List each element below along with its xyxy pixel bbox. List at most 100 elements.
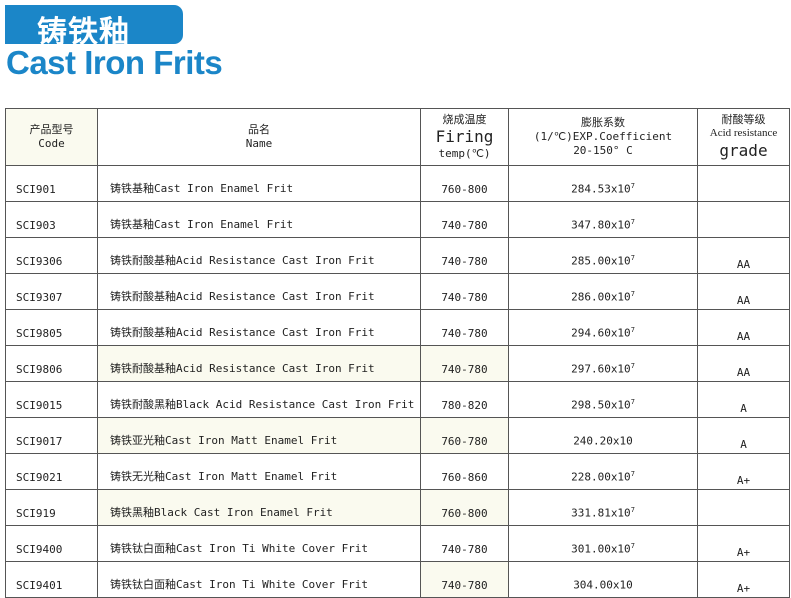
col-grade-en2: grade [719, 140, 768, 160]
cell-grade: AA [697, 237, 790, 274]
col-code: 产品型号 Code [5, 108, 98, 166]
coef-exponent: 7 [630, 290, 635, 299]
cell-code: SCI9805 [5, 309, 98, 346]
cell-grade: AA [697, 309, 790, 346]
coef-exponent: 7 [630, 326, 635, 335]
coef-value: 228.00x10 [571, 471, 631, 484]
table-row: SCI9306 铸铁耐酸基釉Acid Resistance Cast Iron F… [5, 237, 790, 274]
cell-temp: 740-780 [420, 561, 509, 598]
cell-coef: 286.00x107 [508, 273, 698, 310]
cell-grade: A+ [697, 561, 790, 598]
col-name-en: Name [245, 137, 273, 150]
cell-temp: 780-820 [420, 381, 509, 418]
cell-temp: 760-800 [420, 489, 509, 526]
coef-exponent: 7 [630, 218, 635, 227]
cell-name: 铸铁耐酸基釉Acid Resistance Cast Iron Frit [97, 273, 421, 310]
coef-exponent: 7 [630, 506, 635, 515]
coef-exponent: 7 [630, 362, 635, 371]
cell-code: SCI901 [5, 165, 98, 202]
col-coef-range: 20-150° C [573, 143, 633, 157]
table-row: SCI9400 铸铁钛白面釉Cast Iron Ti White Cover Fr… [5, 525, 790, 562]
col-grade-cn: 耐酸等级 [721, 113, 766, 127]
col-temp-cn: 烧成温度 [442, 113, 487, 127]
coef-value: 304.00x10 [573, 579, 633, 592]
col-coef: 膨胀系数 (1/℃)EXP.Coefficient 20-150° C [508, 108, 698, 166]
cell-name: 铸铁耐酸基釉Acid Resistance Cast Iron Frit [97, 345, 421, 382]
table-row: SCI919 铸铁黑釉Black Cast Iron Enamel Frit 760… [5, 489, 790, 526]
title-banner: 铸铁釉 [5, 5, 183, 50]
cell-name: 铸铁无光釉Cast Iron Matt Enamel Frit [97, 453, 421, 490]
frits-table: 产品型号 Code 品名 Name 烧成温度 Firing temp(℃) 膨胀系数 (1… [5, 108, 790, 598]
cell-temp: 740-780 [420, 525, 509, 562]
cell-temp: 740-780 [420, 309, 509, 346]
col-name-cn: 品名 [248, 123, 270, 137]
cell-name: 铸铁耐酸基釉Acid Resistance Cast Iron Frit [97, 237, 421, 274]
coef-value: 297.60x10 [571, 363, 631, 376]
cell-grade: AA [697, 273, 790, 310]
cell-coef: 347.80x107 [508, 201, 698, 238]
cell-code: SCI9806 [5, 345, 98, 382]
coef-value: 347.80x10 [571, 219, 631, 232]
cell-grade: AA [697, 345, 790, 382]
cell-code: SCI9400 [5, 525, 98, 562]
table-row: SCI9805 铸铁耐酸基釉Acid Resistance Cast Iron F… [5, 309, 790, 346]
table-row: SCI9401 铸铁钛白面釉Cast Iron Ti White Cover Fr… [5, 561, 790, 598]
cell-name: 铸铁钛白面釉Cast Iron Ti White Cover Frit [97, 525, 421, 562]
cell-grade [697, 165, 790, 202]
col-coef-cn: 膨胀系数 [581, 116, 625, 130]
coef-exponent: 7 [630, 254, 635, 263]
coef-value: 240.20x10 [573, 435, 633, 448]
cell-name: 铸铁基釉Cast Iron Enamel Frit [97, 165, 421, 202]
col-temp: 烧成温度 Firing temp(℃) [420, 108, 509, 166]
header-row: 产品型号 Code 品名 Name 烧成温度 Firing temp(℃) 膨胀系数 (1… [5, 108, 790, 166]
cell-temp: 740-780 [420, 237, 509, 274]
cell-coef: 298.50x107 [508, 381, 698, 418]
cell-grade [697, 201, 790, 238]
cell-name: 铸铁钛白面釉Cast Iron Ti White Cover Frit [97, 561, 421, 598]
cell-temp: 760-780 [420, 417, 509, 454]
title-en: Cast Iron Frits [6, 44, 223, 81]
coef-value: 331.81x10 [571, 507, 631, 520]
coef-value: 286.00x10 [571, 291, 631, 304]
cell-code: SCI919 [5, 489, 98, 526]
cell-grade: A [697, 381, 790, 418]
table-row: SCI9015 铸铁耐酸黑釉Black Acid Resistance Cast … [5, 381, 790, 418]
cell-code: SCI9401 [5, 561, 98, 598]
coef-exponent: 7 [630, 542, 635, 551]
col-code-en: Code [38, 137, 65, 150]
cell-coef: 284.53x107 [508, 165, 698, 202]
coef-value: 284.53x10 [571, 183, 631, 196]
cell-coef: 228.00x107 [508, 453, 698, 490]
col-name: 品名 Name [97, 108, 421, 166]
cell-grade: A+ [697, 453, 790, 490]
table-row: SCI903 铸铁基釉Cast Iron Enamel Frit 740-780 34… [5, 201, 790, 238]
coef-exponent: 7 [630, 182, 635, 191]
coef-value: 298.50x10 [571, 399, 631, 412]
cell-code: SCI9021 [5, 453, 98, 490]
cell-coef: 331.81x107 [508, 489, 698, 526]
cell-name: 铸铁基釉Cast Iron Enamel Frit [97, 201, 421, 238]
cell-code: SCI903 [5, 201, 98, 238]
coef-value: 294.60x10 [571, 327, 631, 340]
coef-exponent: 7 [630, 470, 635, 479]
cell-grade: A+ [697, 525, 790, 562]
title-cn: 铸铁釉 [37, 15, 130, 50]
col-grade: 耐酸等级 Acid resistance grade [697, 108, 790, 166]
table-row: SCI9021 铸铁无光釉Cast Iron Matt Enamel Frit 76… [5, 453, 790, 490]
cell-coef: 301.00x107 [508, 525, 698, 562]
col-coef-en: (1/℃)EXP.Coefficient [533, 130, 673, 144]
cell-grade [697, 489, 790, 526]
coef-exponent: 7 [630, 398, 635, 407]
cell-temp: 760-800 [420, 165, 509, 202]
cell-grade: A [697, 417, 790, 454]
col-temp-en: Firing [435, 127, 494, 146]
cell-name: 铸铁黑釉Black Cast Iron Enamel Frit [97, 489, 421, 526]
table-row: SCI901 铸铁基釉Cast Iron Enamel Frit 760-800 28… [5, 165, 790, 202]
col-code-cn: 产品型号 [29, 123, 74, 137]
cell-name: 铸铁耐酸基釉Acid Resistance Cast Iron Frit [97, 309, 421, 346]
cell-coef: 297.60x107 [508, 345, 698, 382]
cell-coef: 294.60x107 [508, 309, 698, 346]
cell-code: SCI9307 [5, 273, 98, 310]
cell-code: SCI9017 [5, 417, 98, 454]
col-temp-unit: temp(℃) [438, 147, 491, 160]
